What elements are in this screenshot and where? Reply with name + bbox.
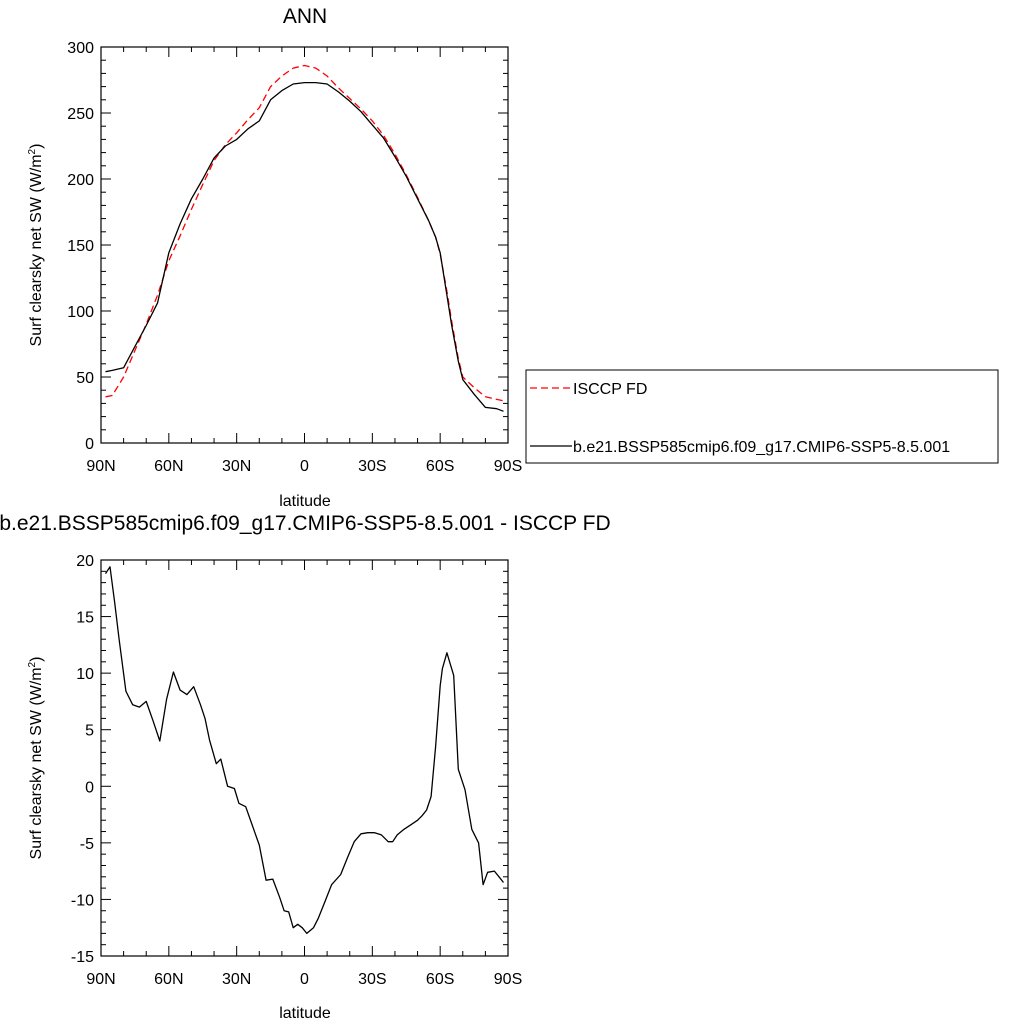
panel-bottom-ticks: 90N 60N 30N 0 30S 60S 90S -15 -10 -5 0 5 10 15 20 (71, 553, 522, 988)
y-tick-label: 100 (67, 304, 94, 321)
y-tick-label: -15 (71, 949, 94, 966)
legend-label-model: b.e21.BSSP585cmip6.f09_g17.CMIP6-SSP5-8.… (573, 439, 950, 456)
panel-bottom-xlabel: latitude (279, 1005, 331, 1022)
legend-box (525, 369, 999, 464)
legend: ISCCP FD b.e21.BSSP585cmip6.f09_g17.CMIP… (525, 369, 999, 464)
panel-bottom-title: b.e21.BSSP585cmip6.f09_g17.CMIP6-SSP5-8.… (0, 512, 611, 535)
series-line-0 (105, 64, 504, 402)
x-tick-label: 60N (154, 458, 183, 475)
y-tick-label: 10 (76, 666, 94, 683)
y-tick-label: 20 (76, 553, 94, 570)
x-tick-label: 30S (358, 971, 386, 988)
panel-bottom-series (104, 566, 505, 935)
y-tick-label: 150 (67, 238, 94, 255)
y-tick-label: 0 (85, 779, 94, 796)
x-tick-label: 30N (222, 971, 251, 988)
x-tick-label: 0 (300, 971, 309, 988)
x-tick-label: 90S (494, 458, 522, 475)
y-tick-label: -10 (71, 892, 94, 909)
x-tick-label: 90N (86, 971, 115, 988)
panel-top-series (105, 64, 504, 412)
series-line-0 (104, 566, 505, 935)
y-tick-label: 200 (67, 172, 94, 189)
legend-label-isccp: ISCCP FD (573, 381, 647, 398)
series-line-1 (105, 81, 504, 412)
panel-bottom-frame (100, 559, 509, 957)
panel-bottom-ylabel: Surf clearsky net SW (W/m2) (27, 657, 45, 860)
panel-top-ticks: 90N 60N 30N 0 30S 60S 90S 0 50 100 150 200 250 300 (67, 40, 522, 475)
y-tick-label: 15 (76, 610, 94, 627)
panel-top-ylabel: Surf clearsky net SW (W/m2) (27, 144, 45, 347)
panel-top-title: ANN (283, 5, 327, 28)
y-tick-label: 250 (67, 106, 94, 123)
x-tick-label: 0 (300, 458, 309, 475)
panel-top-xlabel: latitude (279, 493, 331, 510)
y-tick-label: 0 (85, 436, 94, 453)
y-tick-label: 5 (85, 723, 94, 740)
x-tick-label: 90S (494, 971, 522, 988)
x-tick-label: 60S (426, 458, 454, 475)
x-tick-label: 60S (426, 971, 454, 988)
y-tick-label: -5 (80, 836, 94, 853)
x-tick-label: 30S (358, 458, 386, 475)
x-tick-label: 90N (86, 458, 115, 475)
y-tick-label: 300 (67, 40, 94, 57)
x-tick-label: 30N (222, 458, 251, 475)
y-tick-label: 50 (76, 370, 94, 387)
panel-top: ANN 90N 60N 30N 0 30S 60S 90S 0 50 100 150 200 250 30… (27, 5, 999, 510)
panel-top-frame (100, 46, 509, 444)
panel-bottom: b.e21.BSSP585cmip6.f09_g17.CMIP6-SSP5-8.… (0, 512, 611, 1022)
x-tick-label: 60N (154, 971, 183, 988)
